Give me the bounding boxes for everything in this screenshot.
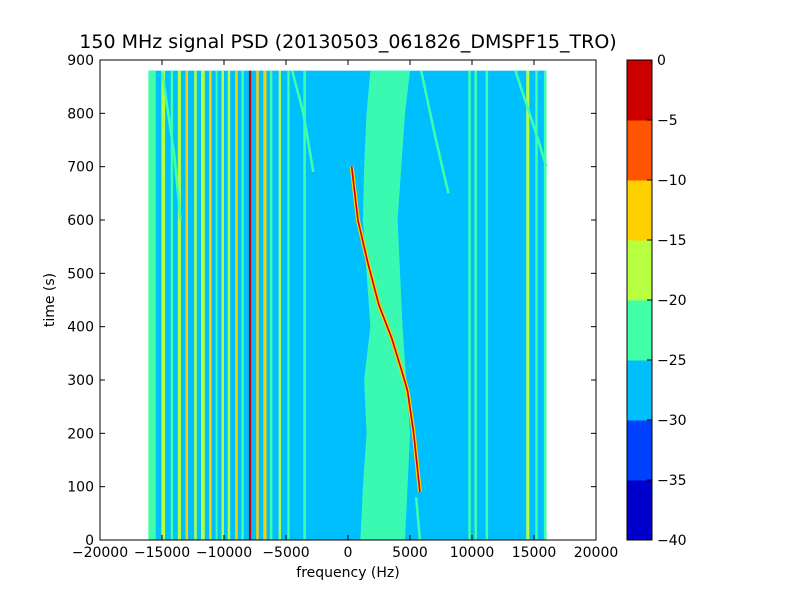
- spectral-line: [543, 70, 547, 541]
- x-tick-label: −10000: [196, 545, 252, 561]
- spectral-line: [209, 70, 212, 541]
- x-tick-label: 10000: [450, 545, 495, 561]
- colorbar-tick-label: −20: [657, 293, 687, 309]
- spectral-line: [287, 70, 290, 541]
- y-tick-label: 500: [67, 266, 94, 282]
- colorbar-tick-label: −35: [657, 473, 687, 489]
- y-axis-label: time (s): [42, 273, 58, 327]
- colorbar-tick-label: −5: [657, 113, 678, 129]
- y-tick-label: 600: [67, 213, 94, 229]
- spectral-line: [194, 70, 197, 541]
- y-tick-label: 0: [85, 533, 94, 549]
- y-tick-label: 200: [67, 426, 94, 442]
- x-tick-label: −15000: [134, 545, 190, 561]
- doppler-trace: [350, 166, 421, 493]
- spectral-line: [263, 70, 267, 541]
- spectral-line: [235, 70, 238, 541]
- spectral-line: [185, 70, 189, 541]
- colorbar-tick-label: −25: [657, 353, 687, 369]
- spectral-line: [215, 70, 218, 541]
- spectral-line: [227, 70, 231, 541]
- x-tick-label: −20000: [72, 545, 128, 561]
- colorbar-segment: [627, 120, 652, 181]
- colorbar-segment: [627, 300, 652, 361]
- colorbar-segment: [627, 180, 652, 241]
- x-axis: −20000 −15000 −10000 −5000 0 5000 10000 15000 20…: [72, 60, 618, 561]
- spectral-line: [221, 70, 224, 541]
- colorbar-segment: [627, 240, 652, 301]
- spectral-line: [278, 70, 281, 541]
- y-tick-label: 400: [67, 320, 94, 336]
- spectral-line: [248, 70, 252, 541]
- y-tick-label: 900: [67, 53, 94, 69]
- x-tick-label: 5000: [392, 545, 428, 561]
- spectral-line: [256, 70, 259, 541]
- spectral-line: [526, 70, 530, 541]
- y-tick-label: 100: [67, 480, 94, 496]
- faint-doppler-trace: [290, 70, 315, 173]
- x-tick-label: −5000: [262, 545, 309, 561]
- spectral-line: [269, 70, 273, 541]
- y-tick-label: 300: [67, 373, 94, 389]
- colorbar-tick-label: −40: [657, 533, 687, 549]
- spectral-line: [535, 70, 538, 541]
- chart-title: 150 MHz signal PSD (20130503_061826_DMSP…: [79, 31, 616, 53]
- y-tick-label: 700: [67, 160, 94, 176]
- spectral-line: [161, 70, 166, 541]
- colorbar-segment: [627, 60, 652, 121]
- x-tick-label: 0: [344, 545, 353, 561]
- x-tick-label: 20000: [574, 545, 619, 561]
- x-axis-label: frequency (Hz): [296, 565, 399, 581]
- x-tick-label: 15000: [512, 545, 557, 561]
- spectral-line: [303, 70, 306, 541]
- spectral-line: [148, 70, 156, 541]
- spectral-line: [485, 70, 489, 541]
- colorbar-tick-label: −10: [657, 173, 687, 189]
- colorbar-segment: [627, 420, 652, 481]
- colorbar-tick-label: −30: [657, 413, 687, 429]
- heatmap-plot-area: [148, 70, 548, 541]
- faint-doppler-trace: [514, 70, 548, 168]
- colorbar-segment: [627, 480, 652, 541]
- spectral-line: [201, 70, 205, 541]
- spectral-line: [177, 70, 181, 541]
- faint-doppler-trace: [160, 70, 182, 221]
- faint-doppler-trace: [414, 497, 422, 541]
- noise-band: [360, 70, 410, 541]
- spectral-line: [241, 70, 244, 541]
- colorbar-segment: [627, 360, 652, 421]
- colorbar-tick-label: 0: [657, 53, 666, 69]
- y-tick-label: 800: [67, 106, 94, 122]
- colorbar-tick-label: −15: [657, 233, 687, 249]
- colorbar: 0 −5 −10 −15 −20 −25 −30 −35 −40: [626, 53, 687, 549]
- spectral-line: [170, 70, 174, 541]
- faint-doppler-trace: [419, 70, 450, 194]
- spectral-line: [468, 70, 471, 541]
- spectral-line: [474, 70, 477, 541]
- y-axis: 0 100 200 300 400 500 600 700 800 900: [67, 53, 596, 549]
